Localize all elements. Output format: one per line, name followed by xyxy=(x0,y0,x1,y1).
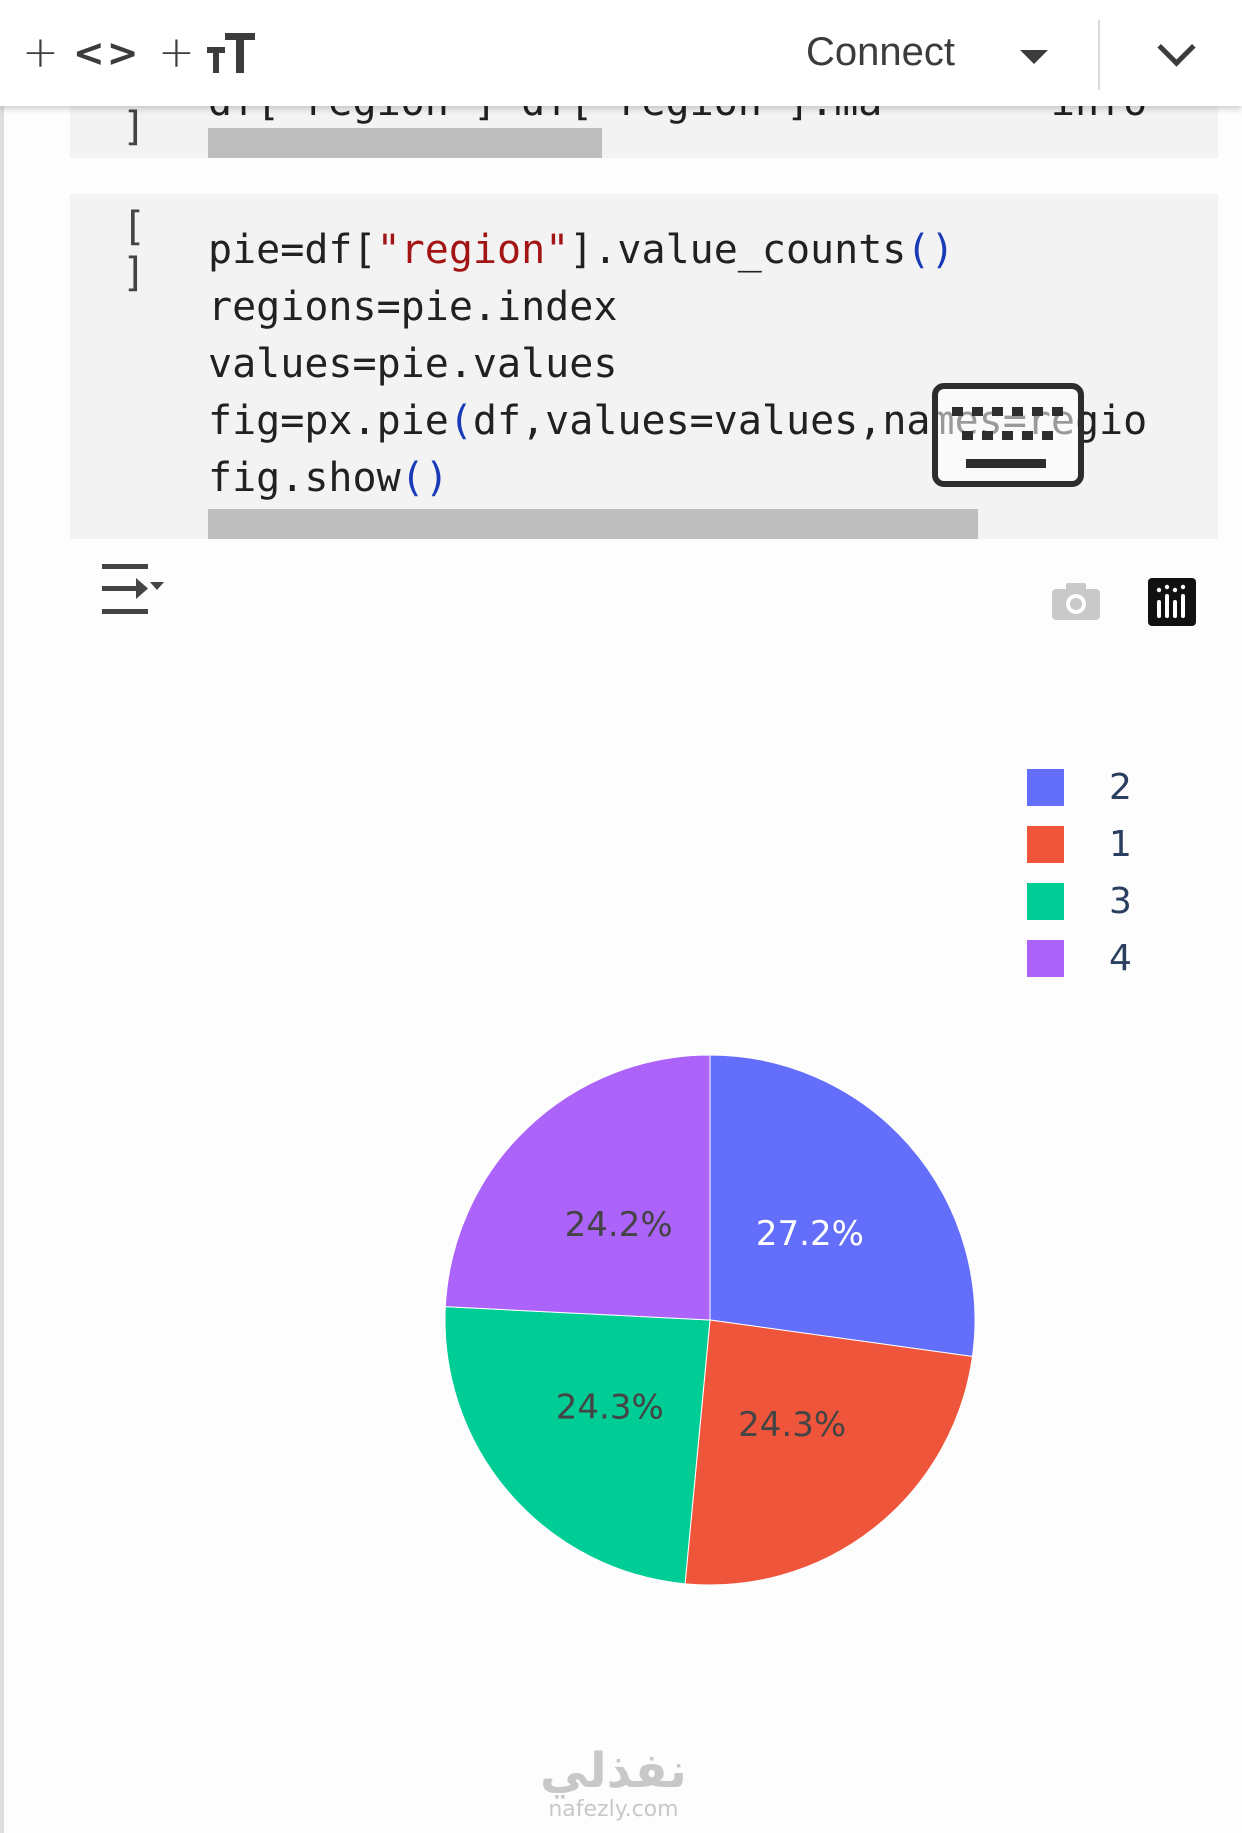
pie-slice[interactable] xyxy=(709,1054,976,1358)
code-line: values=pie.values xyxy=(208,341,618,387)
code-icon: <> xyxy=(72,31,141,75)
cell-bracket-close: ] xyxy=(122,250,147,296)
plus-icon: + xyxy=(22,27,59,78)
pie-slice[interactable] xyxy=(444,1054,711,1321)
code-token: pie=df[ xyxy=(208,227,377,273)
cell-bracket-close: ] xyxy=(122,106,147,150)
code-editor[interactable]: pie=df["region"].value_counts() regions=… xyxy=(208,222,1147,507)
code-paren: () xyxy=(906,227,955,273)
pie-chart[interactable]: 27.2% 24.3% 24.3% 24.2% xyxy=(440,1050,980,1590)
legend-swatch xyxy=(1027,939,1064,977)
legend-label: 4 xyxy=(1109,937,1132,979)
plus-icon: + xyxy=(158,27,195,78)
plotly-logo-icon[interactable] xyxy=(1148,578,1196,626)
code-cell-pie[interactable]: [ ] pie=df["region"].value_counts() regi… xyxy=(70,194,1218,539)
text-format-icon xyxy=(205,31,257,75)
watermark-latin: nafezly.com xyxy=(548,1797,679,1822)
add-code-cell-button[interactable]: + <> xyxy=(22,28,141,78)
toolbar-divider xyxy=(1098,20,1100,90)
legend-item[interactable]: 1 xyxy=(1027,823,1132,865)
code-string: "region" xyxy=(376,227,570,273)
code-line: regions=pie.index xyxy=(208,284,618,330)
keyboard-icon[interactable] xyxy=(932,383,1084,487)
pie-slice-label: 24.3% xyxy=(556,1388,664,1428)
cell-bracket-open: [ xyxy=(122,204,147,250)
output-actions-icon[interactable] xyxy=(100,562,166,616)
watermark-arabic: نفذلي xyxy=(540,1743,687,1799)
pie-slice[interactable] xyxy=(444,1306,711,1585)
horizontal-scrollbar[interactable] xyxy=(208,128,602,158)
chevron-down-icon[interactable] xyxy=(1157,28,1196,67)
legend-swatch xyxy=(1027,825,1064,863)
code-token: fig=px.pie xyxy=(208,398,449,444)
code-token: fig.show xyxy=(208,455,401,501)
add-text-cell-button[interactable]: + xyxy=(158,28,257,78)
code-cell-previous[interactable]: ] df["region"] df["region"].ma info xyxy=(70,106,1218,158)
pie-slice[interactable] xyxy=(684,1319,974,1586)
legend-item[interactable]: 2 xyxy=(1027,766,1132,808)
legend-item[interactable]: 3 xyxy=(1027,880,1132,922)
code-token: ].value_counts xyxy=(569,227,907,273)
legend-swatch xyxy=(1027,768,1064,806)
page-left-border xyxy=(0,0,4,1833)
horizontal-scrollbar[interactable] xyxy=(208,509,978,539)
pie-slice-label: 24.3% xyxy=(738,1405,846,1445)
legend-swatch xyxy=(1027,882,1064,920)
legend-item[interactable]: 4 xyxy=(1027,937,1132,979)
connect-button[interactable]: Connect xyxy=(806,30,955,74)
legend-label: 3 xyxy=(1109,880,1132,922)
code-paren: () xyxy=(400,455,449,501)
code-line-partial: df["region"] df["region"].ma info xyxy=(208,106,1147,131)
connect-dropdown-icon[interactable] xyxy=(1020,50,1048,64)
legend-label: 1 xyxy=(1109,823,1132,865)
code-paren: ( xyxy=(448,398,473,444)
camera-icon[interactable] xyxy=(1050,580,1102,622)
notebook-toolbar: + <> + Connect xyxy=(0,0,1242,106)
watermark: نفذلي nafezly.com xyxy=(540,1745,687,1822)
legend-label: 2 xyxy=(1109,766,1132,808)
pie-slice-label: 27.2% xyxy=(756,1214,864,1254)
pie-slice-label: 24.2% xyxy=(565,1205,673,1245)
